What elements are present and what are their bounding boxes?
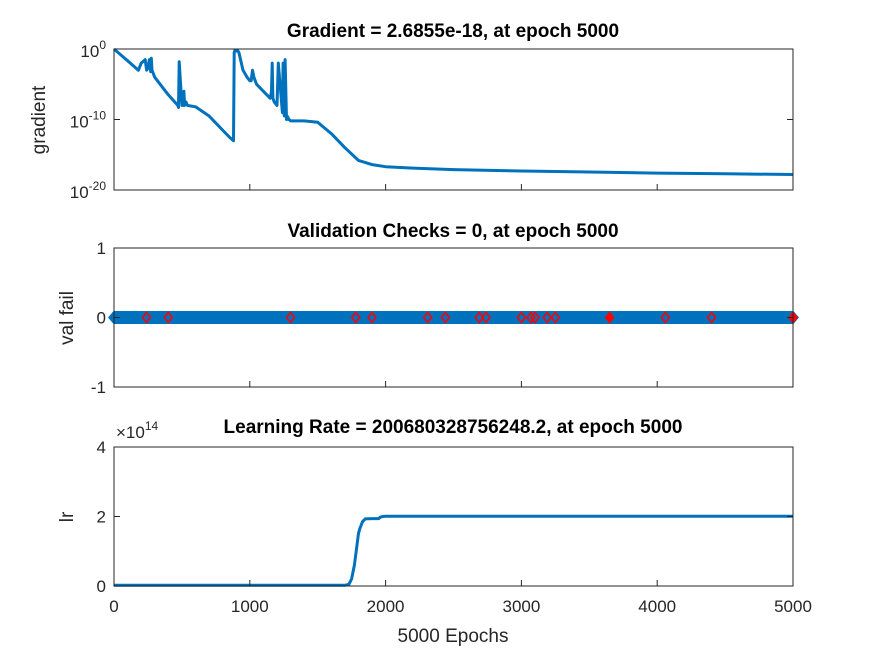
validation-y-ticks: -1 0 1 (91, 239, 794, 397)
x-tick-label: 1000 (231, 597, 269, 616)
learning-rate-series-line (114, 514, 793, 587)
validation-red-marker (542, 311, 553, 324)
learning-rate-multiplier: ×1014 (116, 419, 159, 442)
learning-rate-xlabel: 5000 Epochs (398, 626, 509, 647)
gradient-series-line (113, 47, 794, 176)
validation-red-marker (367, 311, 377, 324)
x-tick-label: 2000 (367, 597, 405, 616)
y-tick-label: 2 (97, 508, 106, 527)
y-tick-label: 10-20 (70, 179, 107, 202)
y-tick-label: 1 (97, 239, 106, 258)
validation-red-marker (525, 311, 536, 324)
validation-red-marker (163, 311, 174, 324)
learning-rate-ylabel: lr (57, 511, 78, 522)
gradient-y-ticks: 100 10-10 10-20 (70, 38, 794, 202)
y-tick-label: 4 (97, 438, 106, 457)
gradient-ylabel: gradient (29, 85, 50, 154)
x-tick-label: 0 (109, 597, 118, 616)
learning-rate-title: Learning Rate = 200680328756248.2, at ep… (224, 417, 683, 438)
learning-rate-panel: Learning Rate = 200680328756248.2, at ep… (57, 417, 812, 647)
x-tick-label: 3000 (502, 597, 540, 616)
validation-red-marker (706, 311, 717, 324)
validation-red-marker (660, 311, 671, 324)
y-tick-label: 10-10 (70, 109, 107, 132)
gradient-title: Gradient = 2.6855e-18, at epoch 5000 (287, 21, 619, 42)
validation-red-marker (474, 311, 485, 324)
validation-red-marker (516, 311, 527, 324)
learning-rate-plot-area (114, 514, 793, 587)
validation-red-marker (422, 311, 433, 324)
x-tick-label: 4000 (638, 597, 676, 616)
learning-rate-ticks: 0 2 4 0 1000 2000 3000 4000 5000 (97, 438, 812, 616)
multiplier-prefix: ×10 (116, 423, 145, 442)
validation-red-marker (141, 311, 152, 324)
y-tick-label: 0 (97, 577, 106, 596)
x-tick-label: 5000 (774, 597, 812, 616)
validation-plot-area (108, 310, 799, 325)
validation-red-marker (481, 311, 492, 324)
validation-ylabel: val fail (57, 291, 78, 345)
y-tick-label: 100 (80, 38, 106, 61)
validation-red-marker (350, 311, 361, 324)
validation-red-marker (285, 311, 296, 324)
validation-panel: Validation Checks = 0, at epoch 5000 -1 0… (57, 221, 799, 397)
validation-red-marker (550, 311, 561, 324)
validation-red-marker (530, 311, 540, 324)
gradient-plot-area (113, 47, 794, 176)
gradient-panel: Gradient = 2.6855e-18, at epoch 5000 100… (29, 21, 794, 202)
validation-title: Validation Checks = 0, at epoch 5000 (287, 221, 618, 242)
validation-red-marker (604, 311, 615, 324)
multiplier-exponent: 14 (145, 419, 159, 433)
y-tick-label: -1 (91, 378, 106, 397)
y-tick-label: 0 (97, 309, 106, 328)
validation-red-marker (440, 311, 451, 324)
